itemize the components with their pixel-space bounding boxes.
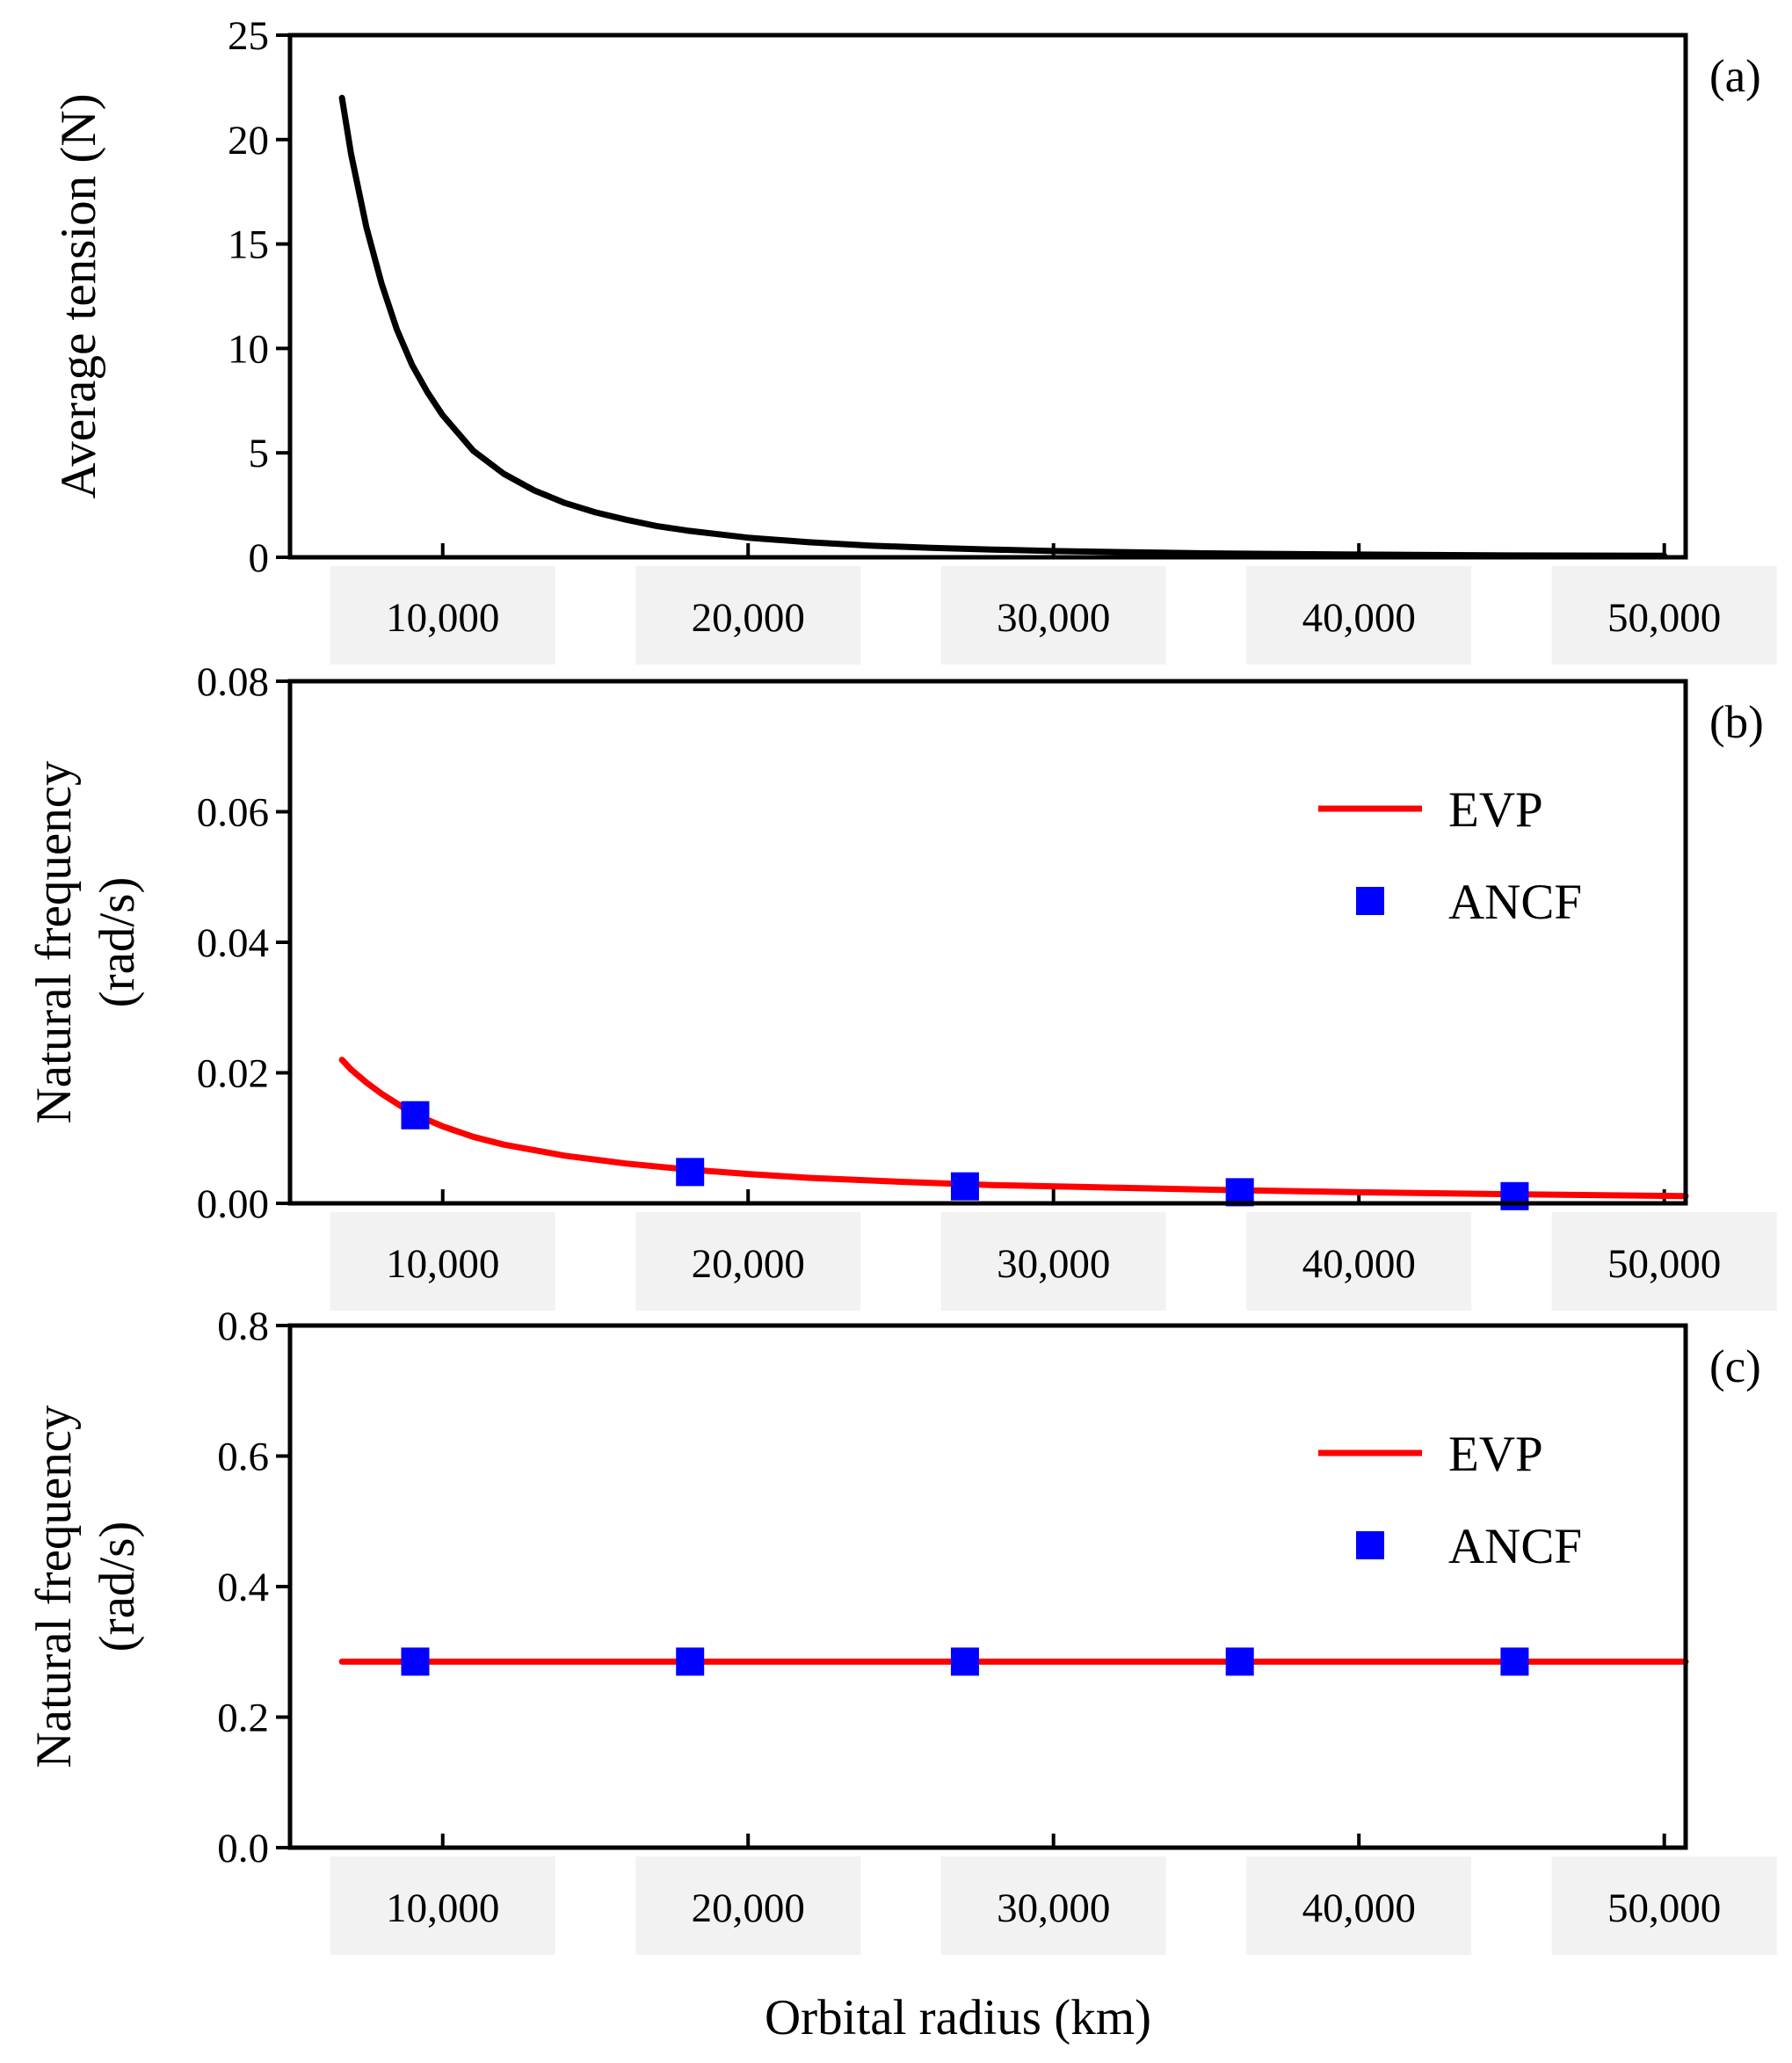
plot-frame (287, 1323, 1688, 1850)
y-tick-label: 0.08 (197, 659, 269, 705)
x-tick-label: 20,000 (692, 1241, 805, 1287)
x-tick-label-box (1551, 1856, 1777, 1955)
y-axis-title-line: (rad/s) (90, 1522, 145, 1653)
series-point-ancf (676, 1647, 705, 1676)
x-tick-label: 40,000 (1302, 1241, 1416, 1287)
panel-label: (b) (1709, 697, 1764, 748)
y-tick-label: 0.02 (197, 1051, 269, 1097)
y-tick-label: 0.00 (197, 1181, 269, 1227)
x-tick-label-box (635, 1212, 861, 1311)
series-point-ancf (1225, 1647, 1254, 1676)
x-tick-label: 10,000 (386, 1885, 499, 1931)
series-point-ancf (1500, 1181, 1529, 1210)
series-point-ancf (950, 1172, 979, 1201)
legend-label-ancf: ANCF (1448, 875, 1582, 930)
y-tick-label: 25 (228, 13, 269, 59)
x-tick-label: 50,000 (1607, 1241, 1721, 1287)
y-tick-label: 0.6 (217, 1435, 269, 1480)
legend-label-evp: EVP (1448, 782, 1543, 838)
series-point-ancf (950, 1647, 979, 1676)
y-tick-label: 0.8 (217, 1304, 269, 1349)
legend-label-evp: EVP (1448, 1427, 1543, 1482)
x-tick-label: 50,000 (1607, 1885, 1721, 1931)
plot-frame (287, 679, 1688, 1206)
y-tick-label: 20 (228, 118, 269, 163)
y-tick-label: 10 (228, 326, 269, 372)
x-axis-title: Orbital radius (km) (765, 1990, 1151, 2045)
y-tick-label: 0.04 (197, 920, 269, 966)
x-tick-label-box (635, 1856, 861, 1955)
x-tick-label-box (330, 1212, 555, 1311)
x-tick-label-box (1246, 1212, 1472, 1311)
x-tick-label-box (1551, 566, 1777, 665)
x-tick-label-box (1551, 1212, 1777, 1311)
x-tick-label-box (330, 1856, 555, 1955)
y-tick-label: 0 (249, 535, 270, 581)
y-tick-label: 5 (249, 431, 270, 476)
series-point-ancf (1500, 1647, 1529, 1676)
panel-1: 10,000 20,000 30,000 40,000 50,000 0 5 10 15 20 25… (51, 13, 1777, 665)
y-tick-label: 15 (228, 222, 269, 268)
x-tick-label: 50,000 (1607, 595, 1721, 641)
x-tick-label: 30,000 (997, 1885, 1110, 1931)
x-tick-label: 30,000 (997, 595, 1110, 641)
panel-3: 10,000 20,000 30,000 40,000 50,000 0.0 0.2 0.4 0… (26, 1304, 1777, 1955)
x-tick-label-box (330, 566, 555, 665)
y-axis-title: Average tension (N) (51, 93, 106, 498)
legend-label-ancf: ANCF (1448, 1519, 1582, 1574)
panel-label: (a) (1709, 51, 1761, 102)
panels: 10,000 20,000 30,000 40,000 50,000 0 5 10 15 20 25… (26, 13, 1777, 1955)
panel-label: (c) (1709, 1341, 1761, 1392)
y-axis-title-line: Natural frequency (26, 760, 82, 1124)
x-tick-label: 10,000 (386, 1241, 499, 1287)
series-line-average-tension (338, 94, 1668, 559)
panel-2: 10,000 20,000 30,000 40,000 50,000 0.00 0.02 0.… (26, 659, 1777, 1311)
series-point-ancf (676, 1158, 705, 1187)
y-axis-title-line: Natural frequency (26, 1405, 82, 1769)
x-tick-label-box (1246, 566, 1472, 665)
series-line-evp (338, 1057, 1689, 1200)
x-tick-label: 10,000 (386, 595, 499, 641)
series-point-ancf (401, 1647, 430, 1676)
x-tick-label: 30,000 (997, 1241, 1110, 1287)
y-tick-label: 0.2 (217, 1696, 269, 1741)
x-tick-label: 20,000 (692, 1885, 805, 1931)
legend-marker-ancf (1356, 887, 1384, 915)
x-tick-label: 20,000 (692, 595, 805, 641)
y-tick-label: 0.4 (217, 1565, 269, 1610)
x-tick-label: 40,000 (1302, 1885, 1416, 1931)
plot-frame (287, 33, 1688, 560)
y-axis-title-line: (rad/s) (90, 877, 145, 1008)
y-tick-label: 0.06 (197, 790, 269, 836)
x-tick-label-box (1246, 1856, 1472, 1955)
x-tick-label-box (635, 566, 861, 665)
legend-marker-ancf (1356, 1531, 1384, 1559)
x-tick-label-box (940, 566, 1166, 665)
x-tick-label-box (940, 1212, 1166, 1311)
x-tick-label: 40,000 (1302, 595, 1416, 641)
series-point-ancf (401, 1101, 430, 1130)
x-tick-label-box (940, 1856, 1166, 1955)
y-tick-label: 0.0 (217, 1826, 269, 1871)
